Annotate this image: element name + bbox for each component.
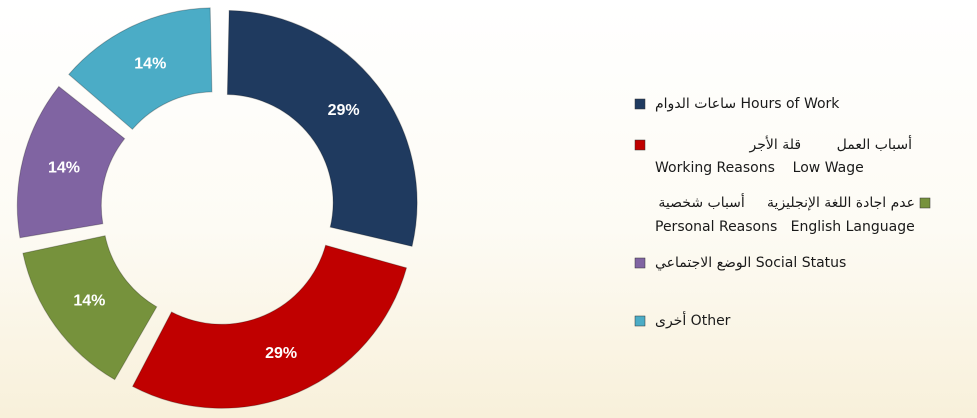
value-label: 29%: [265, 345, 297, 362]
legend-label: عدم اجادة اللغة الإنجليزية أسباب شخصية: [658, 193, 915, 211]
donut-slice: [22, 235, 158, 381]
legend-label: أخرى Other: [655, 311, 731, 329]
value-label: 14%: [134, 55, 166, 72]
legend-label: Working Reasons Low Wage: [655, 160, 864, 176]
legend-label: أسباب العمل قلة الأجر: [749, 135, 913, 153]
value-label: 14%: [73, 293, 105, 310]
legend-label: Personal Reasons English Language: [655, 219, 915, 235]
value-label: 29%: [328, 102, 360, 119]
donut-slice: [226, 10, 418, 247]
legend-label: ساعات الدوام Hours of Work: [655, 96, 840, 112]
legend-swatch: [634, 98, 646, 110]
legend-swatch: [634, 257, 646, 269]
value-label: 14%: [48, 160, 80, 177]
legend-swatch: [634, 139, 646, 151]
legend-swatch: [634, 315, 646, 327]
donut-slice: [68, 7, 213, 130]
donut-slice: [16, 85, 126, 239]
donut-slice: [131, 244, 408, 409]
legend-swatch: [919, 197, 931, 209]
legend-label: الوضع الاجتماعي Social Status: [655, 255, 846, 271]
